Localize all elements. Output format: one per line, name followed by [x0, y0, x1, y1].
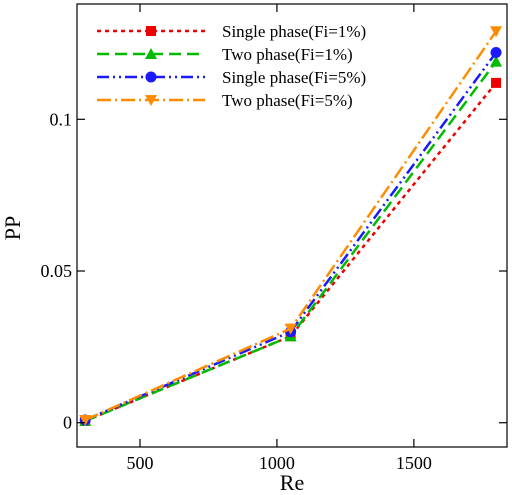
- y-tick-label: 0.1: [50, 109, 73, 129]
- series-2-point: [490, 55, 503, 67]
- x-tick-label: 1500: [396, 453, 432, 473]
- series-3-point: [490, 47, 502, 59]
- y-axis-title: PP: [0, 216, 25, 240]
- series-4-point: [79, 414, 92, 426]
- series-line-3: [84, 51, 498, 422]
- legend-label-4: Two phase(Fi=5%): [222, 91, 353, 110]
- series-4-point: [284, 323, 297, 335]
- series-line-1: [84, 82, 498, 423]
- legend-marker-3: [145, 71, 157, 83]
- y-tick-label: 0.05: [41, 261, 73, 281]
- legend: Single phase(Fi=1%) Two phase(Fi=1%) Singl…: [97, 22, 366, 110]
- legend-label-1: Single phase(Fi=1%): [222, 22, 366, 41]
- legend-marker-2: [145, 48, 157, 59]
- legend-marker-4: [145, 95, 157, 106]
- tick-layer: 500 1000 1500 0 0.05 0.1: [41, 4, 507, 473]
- series-layer: [79, 26, 503, 426]
- series-1-point: [491, 77, 502, 88]
- legend-label-3: Single phase(Fi=5%): [222, 68, 366, 87]
- legend-marker-1: [146, 26, 156, 36]
- legend-label-2: Two phase(Fi=1%): [222, 45, 353, 64]
- x-tick-label: 500: [126, 453, 153, 473]
- x-axis-title: Re: [280, 470, 304, 495]
- series-4-point: [490, 26, 503, 38]
- x-tick-label: 1000: [259, 453, 295, 473]
- y-tick-label: 0: [63, 413, 72, 433]
- series-line-2: [84, 60, 498, 423]
- plot-frame: [76, 3, 508, 448]
- series-line-4: [84, 30, 498, 422]
